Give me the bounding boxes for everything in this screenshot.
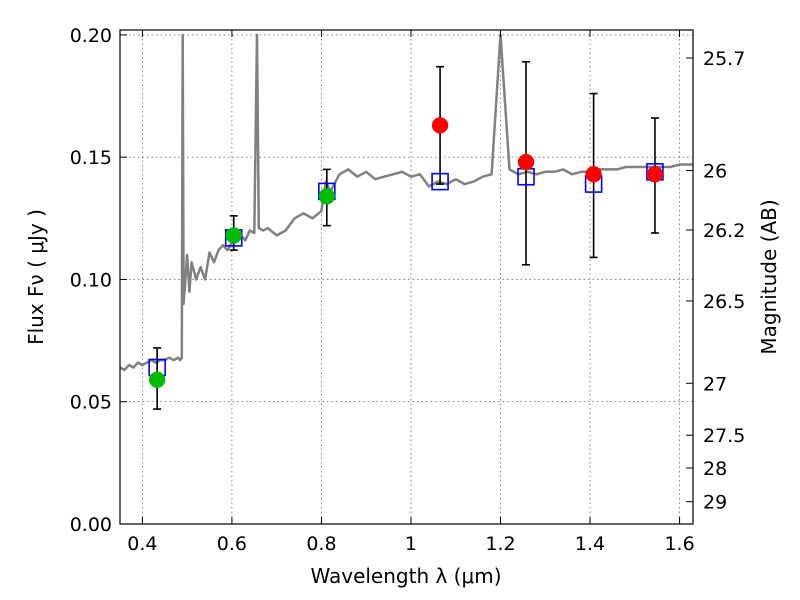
x-tick-label: 0.4 <box>127 533 157 555</box>
optical-data-point <box>318 188 336 205</box>
optical-data-point <box>225 227 242 244</box>
y2-axis-label: Magnitude (AB) <box>757 199 781 354</box>
x-tick-label: 0.8 <box>306 533 336 555</box>
x-tick-label: 1.4 <box>575 533 605 555</box>
nir-data-point <box>585 166 602 183</box>
y2-tick-label: 29 <box>703 492 727 514</box>
nir-data-point <box>431 117 449 134</box>
x-tick-label: 1 <box>405 533 417 555</box>
y2-tick-label: 26.5 <box>703 291 745 313</box>
x-tick-label: 0.6 <box>217 533 247 555</box>
y-tick-label: 0.15 <box>70 147 112 169</box>
y-axis-label: Flux Fν ( μJy ) <box>24 209 48 345</box>
y-tick-label: 0.10 <box>70 269 112 291</box>
y2-tick-label: 26.2 <box>703 220 745 242</box>
y2-tick-label: 28 <box>703 458 727 480</box>
optical-data-point <box>148 371 166 388</box>
x-tick-label: 1.2 <box>485 533 515 555</box>
spectrum-line <box>120 33 693 372</box>
model-box <box>431 172 449 191</box>
data-point-layer <box>148 117 664 388</box>
y2-tick-label: 27 <box>703 373 727 395</box>
model-box-layer <box>148 163 664 377</box>
y2-tick-label: 27.5 <box>703 425 745 447</box>
y-tick-label: 0.20 <box>70 25 112 47</box>
grid-lines <box>120 30 693 525</box>
y2-tick-label: 25.7 <box>703 48 745 70</box>
y-tick-label: 0.05 <box>70 392 112 414</box>
x-axis-label: Wavelength λ (μm) <box>310 564 501 588</box>
plot-frame <box>119 29 694 525</box>
spectrum-layer <box>120 33 693 372</box>
nir-data-point <box>646 166 664 183</box>
y2-tick-label: 26 <box>703 160 727 182</box>
axis-ticks: 0.4 0.6 0.8 1 1.2 1.4 1.6 0.00 0.05 0.10 0.15 0.20 2… <box>70 25 746 555</box>
x-tick-label: 1.6 <box>664 533 694 555</box>
nir-data-point <box>517 153 535 171</box>
y-tick-label: 0.00 <box>70 514 112 536</box>
